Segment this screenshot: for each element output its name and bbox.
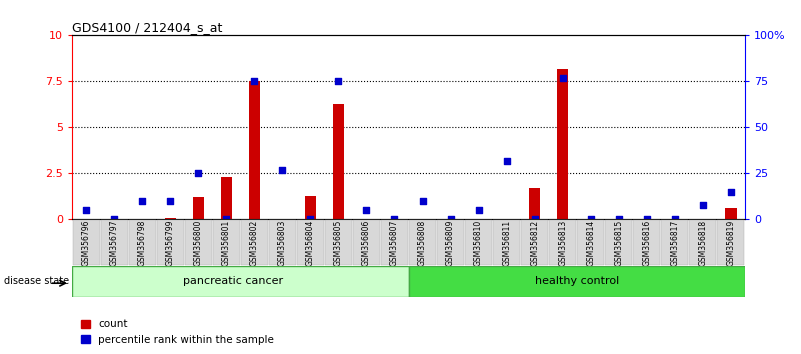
Text: GSM356814: GSM356814 — [586, 220, 595, 266]
FancyBboxPatch shape — [465, 220, 492, 265]
Text: GSM356807: GSM356807 — [390, 220, 399, 266]
Bar — [697, 218, 708, 219]
FancyBboxPatch shape — [269, 220, 296, 265]
Point — [219, 217, 232, 222]
Text: GSM356819: GSM356819 — [727, 220, 735, 266]
Text: pancreatic cancer: pancreatic cancer — [183, 276, 284, 286]
FancyBboxPatch shape — [493, 220, 520, 265]
Bar — [388, 218, 400, 219]
Point — [360, 207, 372, 213]
Text: GDS4100 / 212404_s_at: GDS4100 / 212404_s_at — [72, 21, 223, 34]
Point — [276, 167, 288, 173]
FancyBboxPatch shape — [634, 220, 660, 265]
Point — [332, 79, 344, 84]
FancyBboxPatch shape — [241, 220, 268, 265]
Point — [556, 75, 569, 81]
FancyBboxPatch shape — [157, 220, 183, 265]
Bar — [557, 69, 568, 219]
Text: healthy control: healthy control — [534, 276, 619, 286]
FancyBboxPatch shape — [325, 220, 352, 265]
Point — [668, 217, 681, 222]
Text: GSM356810: GSM356810 — [474, 220, 483, 266]
FancyBboxPatch shape — [437, 220, 464, 265]
FancyBboxPatch shape — [549, 220, 576, 265]
Bar — [725, 209, 736, 219]
Text: GSM356806: GSM356806 — [362, 220, 371, 266]
Text: GSM356799: GSM356799 — [166, 220, 175, 267]
FancyBboxPatch shape — [521, 220, 548, 265]
Point — [248, 79, 260, 84]
Text: GSM356817: GSM356817 — [670, 220, 679, 266]
Text: GSM356818: GSM356818 — [698, 220, 707, 266]
Point — [191, 171, 204, 176]
FancyBboxPatch shape — [213, 220, 239, 265]
Text: GSM356812: GSM356812 — [530, 220, 539, 266]
Point — [584, 217, 597, 222]
FancyBboxPatch shape — [662, 220, 688, 265]
Bar — [164, 218, 175, 219]
FancyBboxPatch shape — [606, 220, 632, 265]
Bar — [409, 266, 745, 297]
Bar — [248, 81, 260, 219]
Text: GSM356816: GSM356816 — [642, 220, 651, 266]
Point — [80, 207, 92, 213]
Text: disease state: disease state — [4, 276, 69, 286]
FancyBboxPatch shape — [297, 220, 324, 265]
FancyBboxPatch shape — [353, 220, 380, 265]
Point — [724, 189, 737, 195]
Text: GSM356801: GSM356801 — [222, 220, 231, 266]
FancyBboxPatch shape — [73, 220, 99, 265]
Text: GSM356815: GSM356815 — [614, 220, 623, 266]
FancyBboxPatch shape — [101, 220, 127, 265]
Point — [528, 217, 541, 222]
Text: GSM356797: GSM356797 — [110, 220, 119, 267]
Text: GSM356809: GSM356809 — [446, 220, 455, 266]
Point — [500, 158, 513, 164]
Bar — [332, 103, 344, 219]
Text: GSM356805: GSM356805 — [334, 220, 343, 266]
Text: GSM356811: GSM356811 — [502, 220, 511, 266]
Text: GSM356800: GSM356800 — [194, 220, 203, 266]
Point — [444, 217, 457, 222]
Bar — [360, 218, 372, 219]
Point — [472, 207, 485, 213]
Point — [640, 217, 653, 222]
Point — [612, 217, 625, 222]
FancyBboxPatch shape — [578, 220, 604, 265]
Bar — [80, 218, 91, 219]
Text: GSM356808: GSM356808 — [418, 220, 427, 266]
Bar — [72, 266, 409, 297]
Text: GSM356802: GSM356802 — [250, 220, 259, 266]
Point — [163, 198, 176, 204]
Point — [135, 198, 149, 204]
Point — [107, 217, 120, 222]
FancyBboxPatch shape — [409, 220, 436, 265]
Bar — [220, 177, 231, 219]
Legend: count, percentile rank within the sample: count, percentile rank within the sample — [78, 315, 278, 349]
FancyBboxPatch shape — [718, 220, 744, 265]
Point — [416, 198, 429, 204]
FancyBboxPatch shape — [690, 220, 716, 265]
Bar — [192, 198, 203, 219]
Bar — [529, 188, 540, 219]
Point — [304, 217, 316, 222]
Point — [696, 202, 709, 207]
Text: GSM356813: GSM356813 — [558, 220, 567, 266]
Text: GSM356804: GSM356804 — [306, 220, 315, 266]
FancyBboxPatch shape — [381, 220, 408, 265]
Point — [388, 217, 400, 222]
Bar — [304, 195, 316, 219]
FancyBboxPatch shape — [129, 220, 155, 265]
Text: GSM356798: GSM356798 — [138, 220, 147, 266]
Text: GSM356803: GSM356803 — [278, 220, 287, 266]
Text: GSM356796: GSM356796 — [82, 220, 91, 267]
FancyBboxPatch shape — [185, 220, 211, 265]
